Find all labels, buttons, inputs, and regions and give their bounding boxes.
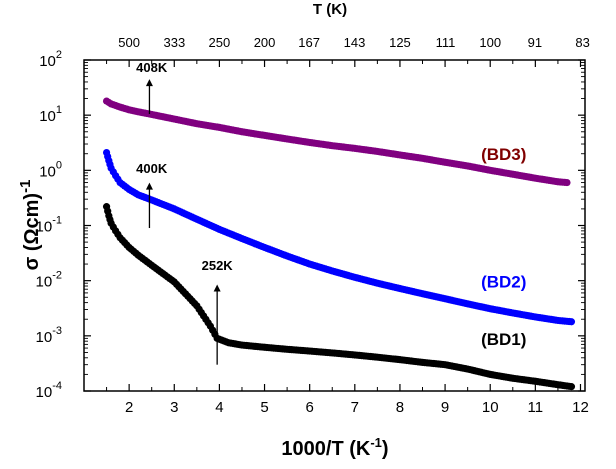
y-tick-label: 10-1 [36,215,62,236]
y-axis-title: σ (Ωcm)-1 [17,180,43,271]
top-tick-label: 100 [479,35,501,50]
top-tick-label: 125 [389,35,411,50]
y-tick-label: 102 [39,49,62,70]
annotation-layer: 408K 400K 252K [136,60,234,365]
x-tick-label: 5 [260,399,268,416]
x-tick-label: 3 [170,399,178,416]
top-tick-label: 143 [344,35,366,50]
x-axis-title-sup: -1 [370,435,382,450]
series-label: (BD2) [481,273,526,292]
annotation-arrow-head [145,182,153,190]
x-axis-title: 1000/T (K-1) [281,435,388,460]
annotation-arrow-head [213,284,221,292]
x-tick-label: 11 [528,399,544,416]
data-point [567,383,576,391]
series-label: (BD3) [481,145,526,164]
x-axis-title-end: ) [382,438,389,460]
top-tick-label: 167 [298,35,320,50]
series-label: (BD1) [481,330,526,349]
data-point [567,318,576,326]
top-tick-label: 250 [209,35,231,50]
top-tick-label: 91 [528,35,542,50]
annotation-label: 400K [136,161,168,176]
x-tick-label: 4 [215,399,223,416]
top-tick-label: 200 [254,35,276,50]
y-axis-title-sup: -1 [17,180,34,193]
y-tick-label: 10-4 [36,380,62,401]
series-0 [102,97,571,187]
data-point [563,178,571,187]
x-tick-label: 8 [396,399,404,416]
top-tick-label: 500 [118,35,140,50]
y-axis: 102 101 100 10-1 10-2 10-3 10-4 [36,49,585,401]
annotation-arrow-head [145,79,153,87]
top-axis-title: T (K) [313,1,347,18]
y-axis-title-main: σ (Ωcm) [21,193,43,271]
y-tick-label: 100 [39,159,62,180]
top-tick-label: 111 [436,35,456,50]
x-axis-title-main: 1000/T (K [281,438,370,460]
series-2 [102,203,576,391]
top-axis: 500 333 250 200 167 143 125 111 100 91 83 [118,35,590,50]
x-tick-label: 9 [441,399,449,416]
label-layer: (BD3) (BD2) (BD1) [481,145,526,349]
x-tick-label: 12 [572,399,589,416]
y-tick-label: 10-3 [36,325,62,346]
top-tick-label: 83 [575,35,589,50]
y-tick-label: 10-2 [36,270,62,291]
x-tick-label: 10 [482,399,499,416]
annotation-label: 408K [136,60,168,75]
x-axis: 2 3 4 5 6 7 8 9 10 11 12 [106,60,589,416]
x-tick-label: 6 [306,399,314,416]
y-tick-label: 101 [39,104,62,125]
x-tick-label: 7 [351,399,359,416]
x-tick-label: 2 [125,399,133,416]
top-tick-label: 333 [164,35,186,50]
annotation-label: 252K [202,258,234,273]
series-layer [102,97,576,391]
